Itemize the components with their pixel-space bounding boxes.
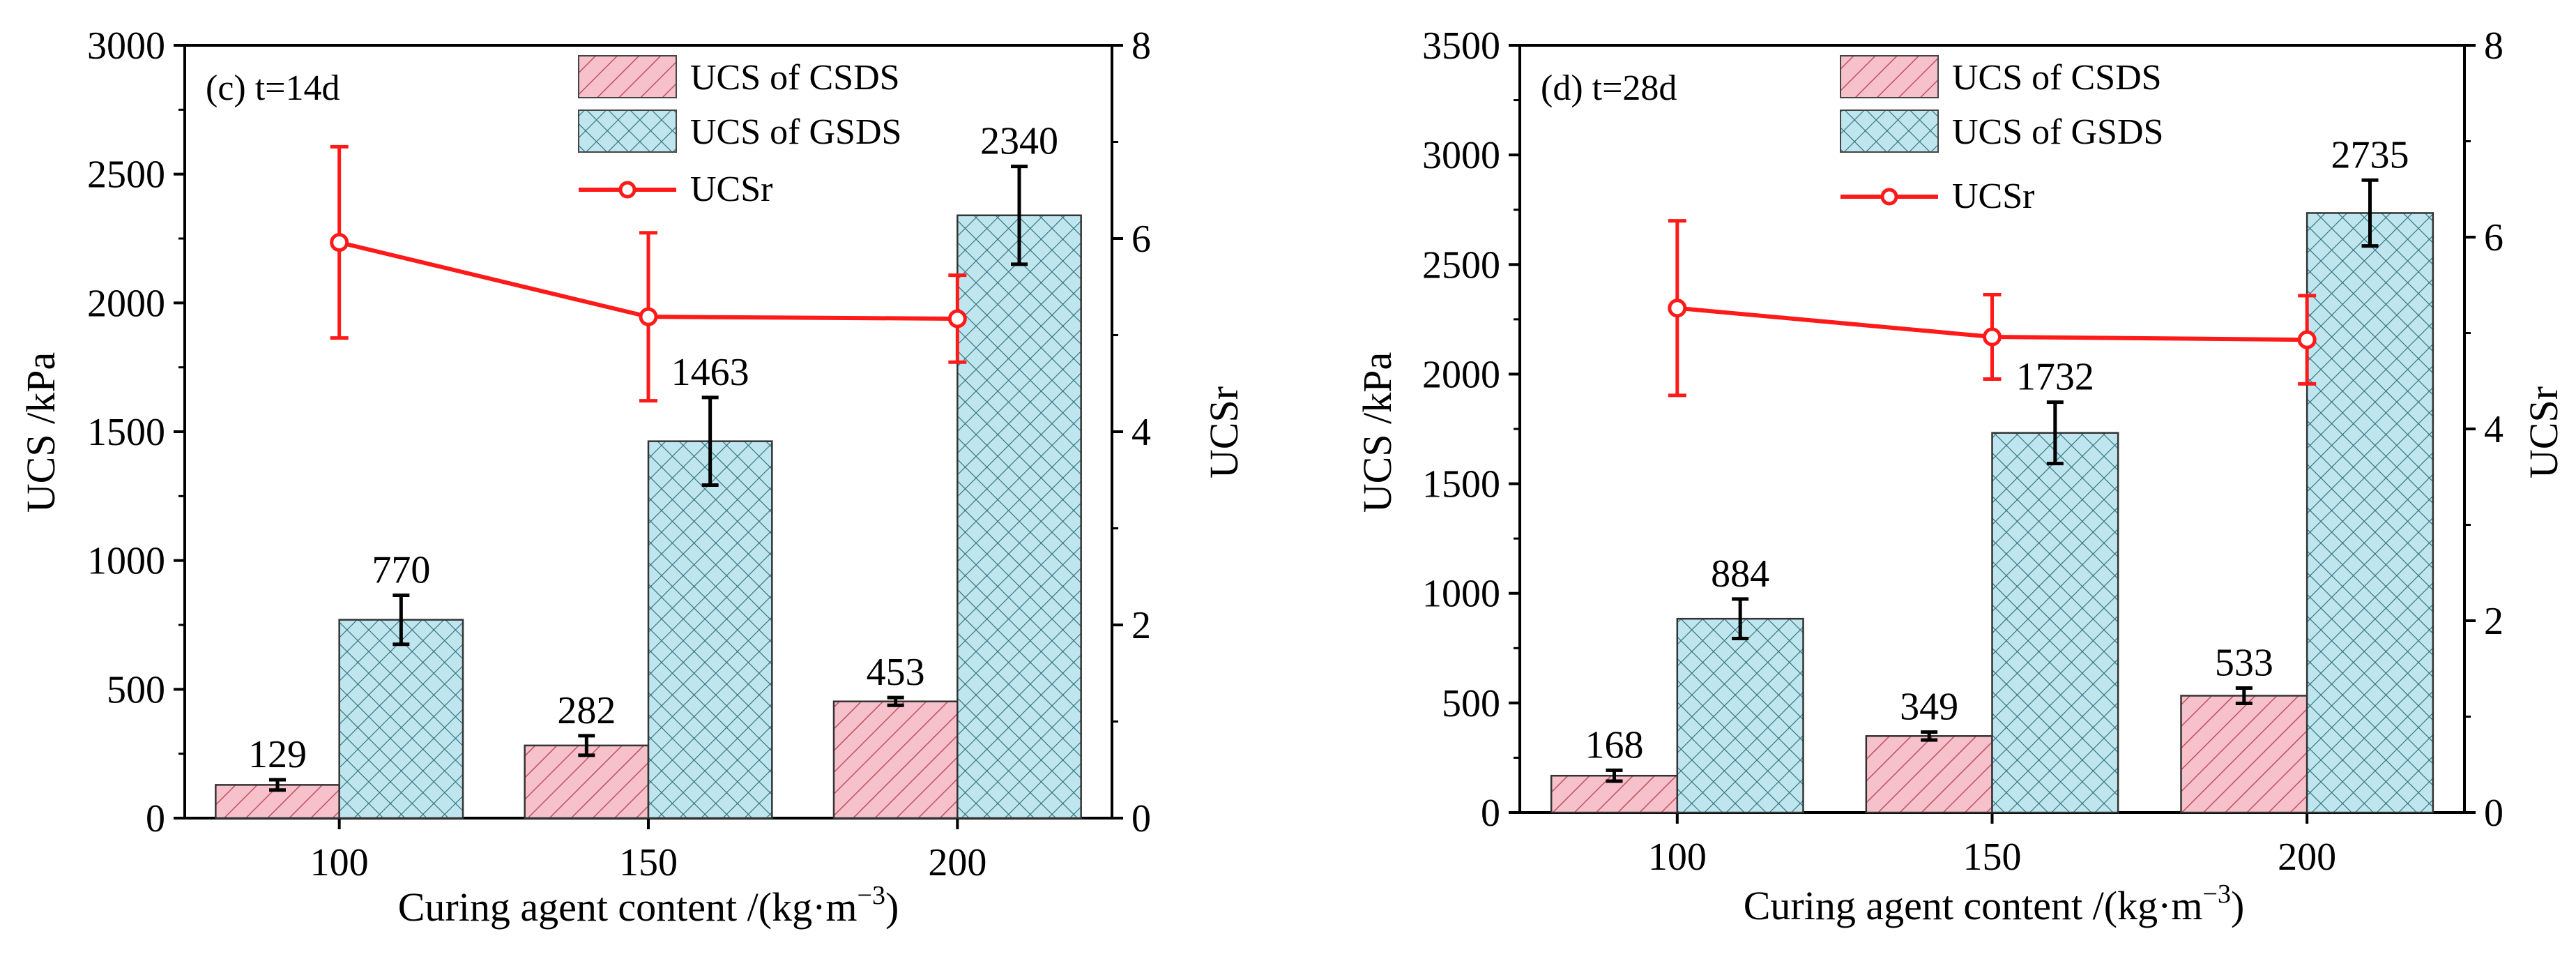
y-tick-label: 1500 (87, 411, 165, 454)
y-tick-label: 1500 (1422, 463, 1500, 506)
bar-csds (832, 700, 959, 820)
right-axis-ticks: 0 2 4 6 8 (1112, 24, 1151, 840)
bar-gsds (2306, 212, 2434, 814)
x-tick-label: 200 (2278, 836, 2336, 879)
bar-value-label: 168 (1585, 723, 1644, 767)
bar-value-label: 884 (1711, 552, 1769, 596)
y-tick-label: 0 (1481, 792, 1500, 835)
panel-label: (c) t=14d (206, 68, 340, 108)
ucsr-line (330, 144, 967, 403)
y-tick-label: 0 (146, 797, 165, 840)
x-axis-title: Curing agent content /(kg·m−3) (1744, 879, 2245, 928)
legend-marker-ucsr (618, 181, 637, 199)
y2-tick-label: 6 (2484, 216, 2503, 259)
x-axis-ticks: 100 150 200 (310, 818, 986, 884)
legend-marker-ucsr (1880, 188, 1898, 206)
ucsr-line (1668, 219, 2317, 398)
legend-label-ucsr: UCSr (1952, 176, 2034, 216)
y-tick-label: 500 (107, 668, 165, 711)
y-tick-label: 3000 (87, 24, 165, 68)
x-axis-title: Curing agent content /(kg·m−3) (398, 881, 899, 930)
right-axis-ticks: 0 2 4 6 8 (2464, 24, 2503, 835)
y2-axis-title: UCSr (1201, 386, 1247, 478)
y-tick-label: 2000 (87, 282, 165, 325)
x-tick-label: 100 (1648, 836, 1707, 879)
y-tick-label: 1000 (1422, 573, 1500, 616)
y-axis-title: UCS /kPa (18, 352, 63, 513)
bar-value-label: 453 (867, 651, 925, 694)
bar-gsds (647, 440, 773, 820)
bar-value-labels: 168 349 533 884 1732 2735 (1585, 133, 2409, 767)
y-tick-label: 3500 (1422, 24, 1500, 68)
panel-label: (d) t=28d (1541, 68, 1677, 108)
ucsr-point (2297, 330, 2317, 349)
legend-label-ucsr: UCSr (690, 169, 772, 209)
bar-value-label: 533 (2215, 641, 2273, 684)
ucsr-point (639, 307, 658, 326)
bar-value-label: 1732 (2016, 356, 2094, 399)
legend-label-csds: UCS of CSDS (1952, 58, 2162, 98)
bar-gsds (1991, 432, 2119, 814)
ucsr-point (1668, 299, 1687, 318)
bar-value-labels: 129 282 453 770 1463 2340 (248, 120, 1058, 776)
left-axis-ticks: 0 500 1000 1500 2000 2500 3000 (87, 24, 185, 840)
bar-csds (2180, 695, 2308, 814)
legend-label-gsds: UCS of GSDS (690, 112, 901, 152)
ucsr-point (1983, 327, 2002, 347)
legend: UCS of CSDS UCS of GSDS UCSr (1840, 55, 2163, 216)
bar-csds (524, 744, 650, 820)
bar-csds (1865, 735, 1993, 814)
ucsr-point (330, 233, 349, 252)
y2-tick-label: 2 (1131, 604, 1151, 647)
bar-value-label: 282 (557, 689, 616, 732)
bar-value-label: 770 (372, 549, 430, 592)
bar-value-label: 2340 (980, 120, 1058, 163)
y-tick-label: 500 (1442, 682, 1500, 725)
legend-swatch-gsds (578, 110, 677, 153)
bar-value-label: 129 (248, 733, 307, 776)
chart-panel-14d: 0 500 1000 1500 2000 2500 3000 0 2 4 6 8 100 150 200… (18, 24, 1247, 930)
x-tick-label: 150 (619, 841, 678, 884)
y-tick-label: 2500 (87, 153, 165, 197)
y2-tick-label: 4 (1131, 411, 1151, 454)
y2-tick-label: 0 (2484, 792, 2503, 835)
legend-swatch-csds (1840, 55, 1939, 98)
bars (1550, 178, 2434, 814)
x-axis-ticks: 100 150 200 (1648, 813, 2336, 879)
y-tick-label: 3000 (1422, 134, 1500, 177)
legend-label-gsds: UCS of GSDS (1952, 112, 2163, 152)
ucsr-point (947, 309, 967, 329)
y-tick-label: 1000 (87, 540, 165, 583)
y2-tick-label: 2 (2484, 600, 2503, 643)
y-axis-title: UCS /kPa (1355, 352, 1400, 513)
bar-gsds (1676, 617, 1804, 814)
legend: UCS of CSDS UCS of GSDS UCSr (578, 55, 901, 209)
x-tick-label: 100 (310, 841, 369, 884)
chart-panel-28d: 0 500 1000 1500 2000 2500 3000 3500 0 2 4 6 8 100 15… (1355, 24, 2566, 928)
bar-gsds (957, 214, 1082, 820)
legend-swatch-csds (578, 55, 677, 98)
legend-swatch-gsds (1840, 110, 1939, 153)
bar-value-label: 2735 (2331, 133, 2409, 176)
y2-axis-title: UCSr (2521, 386, 2566, 478)
bars (215, 165, 1082, 820)
y2-tick-label: 0 (1131, 797, 1151, 840)
y-tick-label: 2500 (1422, 243, 1500, 287)
x-tick-label: 150 (1963, 836, 2022, 879)
x-tick-label: 200 (928, 841, 986, 884)
bar-gsds (338, 619, 464, 820)
bar-value-label: 1463 (671, 351, 749, 394)
y2-tick-label: 8 (1131, 24, 1151, 68)
y2-tick-label: 8 (2484, 24, 2503, 68)
y-tick-label: 2000 (1422, 353, 1500, 396)
legend-label-csds: UCS of CSDS (690, 58, 900, 98)
bar-value-label: 349 (1900, 686, 1958, 729)
y2-tick-label: 6 (1131, 218, 1151, 261)
y2-tick-label: 4 (2484, 408, 2503, 451)
left-axis-ticks: 0 500 1000 1500 2000 2500 3000 3500 (1422, 24, 1520, 835)
